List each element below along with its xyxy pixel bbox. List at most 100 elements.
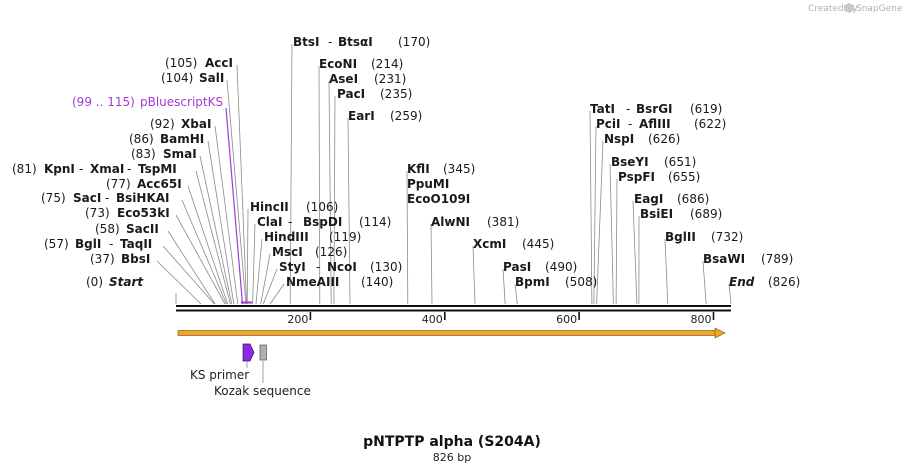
feature-ks-primer[interactable]: KS primer — [190, 343, 255, 382]
site-pbluescriptks-part-0: (99 .. 115) — [72, 95, 135, 109]
site-bgli[interactable]: (57) BglI - TaqII — [44, 237, 152, 251]
construct-length: 826 bp — [433, 451, 471, 464]
orf-arrow[interactable] — [177, 327, 726, 339]
site-saci-part-2: - — [105, 191, 109, 205]
site-ppumi[interactable]: PpuMI — [407, 177, 449, 191]
leader-saci — [181, 199, 227, 305]
site-pasi-part-1: (490) — [545, 260, 577, 274]
site-bpmi[interactable]: BpmI (508) — [515, 275, 597, 289]
site-hindiii-part-1: (119) — [329, 230, 361, 244]
leader-acc65i — [187, 185, 229, 305]
leader-smai — [199, 155, 233, 305]
site-bsiei[interactable]: BsiEI (689) — [640, 207, 722, 221]
site-acc65i[interactable]: (77) Acc65I — [106, 177, 182, 191]
site-sali-part-0: (104) — [161, 71, 193, 85]
site-acci[interactable]: (105) AccI — [165, 56, 233, 70]
site-pcii[interactable]: PciI - AflIII (622) — [596, 117, 726, 131]
site-bpmi-part-1: (508) — [565, 275, 597, 289]
site-tati[interactable]: TatI - BsrGI (619) — [590, 102, 722, 116]
site-kpni-part-1: KpnI — [44, 162, 75, 176]
ks-primer-arrow — [242, 343, 255, 362]
site-kpni[interactable]: (81) KpnI - XmaI - TspMI — [12, 162, 177, 176]
site-ecoo109i[interactable]: EcoO109I — [407, 192, 470, 206]
site-pasi[interactable]: PasI (490) — [503, 260, 577, 274]
site-sacii[interactable]: (58) SacII — [95, 222, 159, 236]
site-end[interactable]: End (826) — [729, 275, 800, 289]
snapgene-credit[interactable]: Created by SnapGene — [808, 3, 903, 14]
site-eari-part-1: (259) — [390, 109, 422, 123]
site-alwni[interactable]: AlwNI (381) — [431, 215, 519, 229]
leader-eari — [347, 117, 351, 305]
site-clai-part-1: - — [288, 215, 292, 229]
site-msci[interactable]: MscI (126) — [272, 245, 347, 259]
kozak-sequence-box — [259, 344, 267, 361]
site-econi[interactable]: EcoNI (214) — [319, 57, 403, 71]
leader-end — [728, 283, 732, 305]
site-nmeaiii[interactable]: NmeAIII (140) — [286, 275, 393, 289]
site-saci-part-3: BsiHKAI — [116, 191, 170, 205]
leader-msci — [260, 253, 271, 305]
leader-hincii — [246, 208, 249, 305]
tick-label-600: 600 — [556, 313, 577, 326]
site-clai[interactable]: ClaI - BspDI (114) — [257, 215, 391, 229]
site-smai[interactable]: (83) SmaI — [131, 147, 197, 161]
site-start[interactable]: (0) Start — [86, 275, 144, 289]
site-bamhi-part-0: (86) — [129, 132, 154, 146]
leader-pbluescriptks — [225, 107, 244, 305]
feature-kozak-sequence[interactable]: Kozak sequence — [214, 344, 311, 398]
site-bglii-part-0: BglII — [665, 230, 696, 244]
site-bbsi[interactable]: (37) BbsI — [90, 252, 150, 266]
site-bsawi[interactable]: BsaWI (789) — [703, 252, 793, 266]
site-tati-part-1: - — [626, 102, 630, 116]
site-hincii-part-0: HincII — [250, 200, 289, 214]
site-clai-part-0: ClaI — [257, 215, 282, 229]
site-kfli[interactable]: KflI (345) — [407, 162, 475, 176]
leader-eagi — [632, 200, 638, 305]
site-eco53ki[interactable]: (73) Eco53kI — [85, 206, 170, 220]
site-btsi-part-3: (170) — [398, 35, 430, 49]
site-pcii-part-1: - — [628, 117, 632, 131]
site-sali[interactable]: (104) SalI — [161, 71, 224, 85]
site-pasi-part-0: PasI — [503, 260, 531, 274]
site-bseyi[interactable]: BseYI (651) — [611, 155, 696, 169]
leader-nmeaiii — [269, 283, 285, 305]
site-asei[interactable]: AseI (231) — [329, 72, 406, 86]
site-styi[interactable]: StyI - NcoI (130) — [279, 260, 402, 274]
orf-arrow-body — [177, 330, 717, 336]
site-start-part-1: Start — [109, 275, 144, 289]
brand-text: SnapGene — [856, 4, 903, 14]
site-econi-part-0: EcoNI — [319, 57, 357, 71]
site-xbai[interactable]: (92) XbaI — [150, 117, 211, 131]
site-pbluescriptks[interactable]: (99 .. 115) pBluescriptKS — [72, 95, 223, 109]
site-pspfi[interactable]: PspFI (655) — [618, 170, 700, 184]
site-eco53ki-part-1: Eco53kI — [117, 206, 170, 220]
site-saci[interactable]: (75) SacI - BsiHKAI — [41, 191, 170, 205]
site-end-part-1: (826) — [768, 275, 800, 289]
site-xcmi[interactable]: XcmI (445) — [473, 237, 554, 251]
site-hincii[interactable]: HincII (106) — [250, 200, 338, 214]
site-alwni-part-1: (381) — [487, 215, 519, 229]
site-bsiei-part-1: (689) — [690, 207, 722, 221]
site-styi-part-1: - — [316, 260, 320, 274]
site-acc65i-part-0: (77) — [106, 177, 131, 191]
site-bglii[interactable]: BglII (732) — [665, 230, 743, 244]
site-nspi-part-1: (626) — [648, 132, 680, 146]
site-paci[interactable]: PacI (235) — [337, 87, 412, 101]
site-btsi[interactable]: BtsI - BtsαI (170) — [293, 35, 430, 49]
site-clai-part-3: (114) — [359, 215, 391, 229]
leader-btsi — [289, 43, 293, 305]
snapgene-logo-icon — [844, 3, 854, 13]
site-smai-part-0: (83) — [131, 147, 156, 161]
site-alwni-part-0: AlwNI — [431, 215, 470, 229]
leader-hindiii — [255, 238, 263, 305]
site-sacii-part-1: SacII — [126, 222, 159, 236]
tick-label-800: 800 — [691, 313, 712, 326]
site-eari[interactable]: EarI (259) — [348, 109, 422, 123]
site-eagi[interactable]: EagI (686) — [634, 192, 709, 206]
leader-kfli — [406, 170, 409, 305]
site-hindiii[interactable]: HindIII (119) — [264, 230, 361, 244]
site-eagi-part-1: (686) — [677, 192, 709, 206]
site-nspi[interactable]: NspI (626) — [604, 132, 680, 146]
site-bamhi[interactable]: (86) BamHI — [129, 132, 204, 146]
site-acc65i-part-1: Acc65I — [137, 177, 182, 191]
